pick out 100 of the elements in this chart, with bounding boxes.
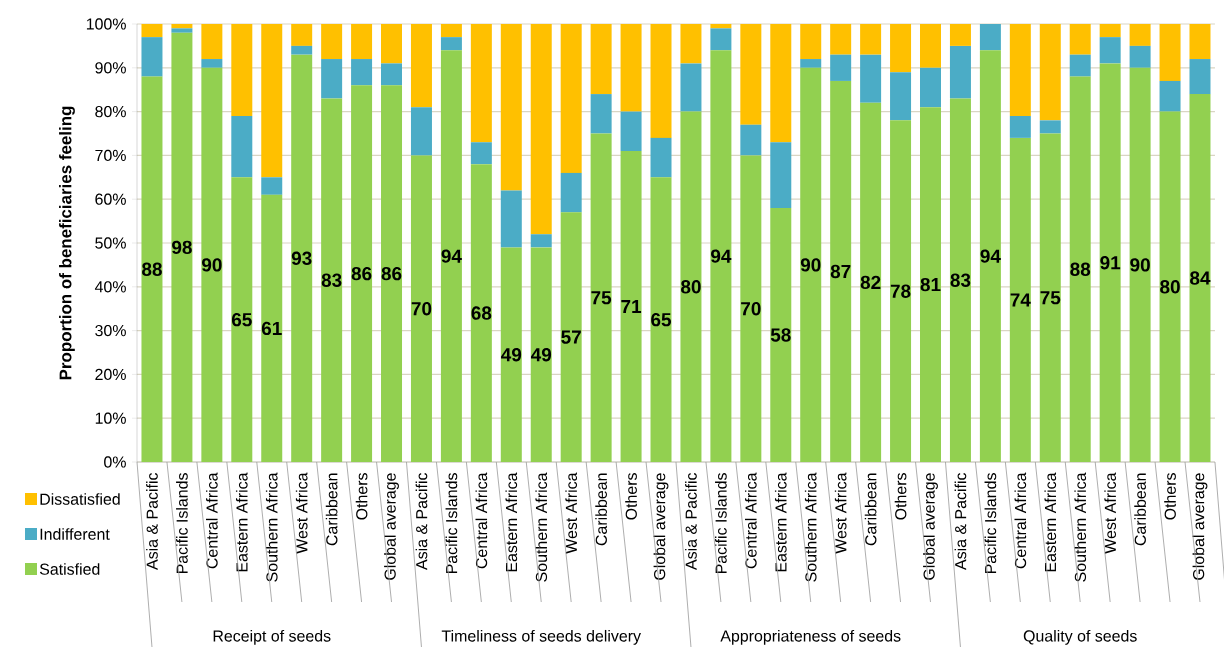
x-tick-label: West Africa (834, 472, 847, 554)
data-label: 75 (1040, 291, 1061, 305)
x-tick-label: Pacific Islands (445, 473, 458, 574)
bar (440, 24, 462, 38)
bar (321, 98, 343, 462)
bar (590, 94, 612, 134)
bar (1069, 24, 1091, 55)
bar (979, 50, 1001, 462)
bar (620, 24, 642, 112)
x-tick-label: Others (625, 473, 637, 520)
bar (500, 247, 522, 462)
bar (890, 24, 912, 73)
bar (949, 24, 971, 46)
bar (1129, 24, 1151, 46)
x-tick-label: Global average (384, 473, 399, 580)
y-tick-label: 80% (95, 105, 126, 118)
bar (321, 59, 343, 99)
bar (620, 111, 642, 152)
data-label: 87 (830, 264, 851, 279)
bar (321, 24, 343, 60)
bar (770, 142, 792, 208)
bar (920, 24, 941, 68)
bar (740, 155, 762, 462)
bar (860, 102, 882, 462)
bar (291, 24, 313, 46)
data-label: 84 (1190, 271, 1211, 285)
data-label: 91 (1100, 256, 1121, 270)
data-label: 86 (381, 266, 402, 281)
bar (1159, 80, 1181, 112)
bar (381, 24, 403, 64)
text: Receipt of seeds (213, 629, 331, 645)
bar (1009, 115, 1031, 138)
y-tick-label: 100% (86, 18, 126, 30)
bar (1039, 133, 1061, 462)
bar (500, 24, 522, 191)
bar (141, 76, 163, 462)
x-tick-label: Pacific Islands (715, 473, 727, 574)
data-label: 75 (591, 291, 612, 305)
bar (710, 24, 732, 29)
data-label: 80 (681, 280, 701, 294)
bar (171, 32, 193, 462)
bar (710, 50, 732, 462)
bar (560, 24, 582, 173)
bar (920, 67, 941, 108)
bar (530, 24, 552, 235)
bar (1039, 120, 1061, 134)
bar (949, 45, 971, 99)
bar (530, 247, 552, 462)
bar (500, 190, 522, 248)
data-label: 90 (201, 258, 222, 272)
bar (1129, 67, 1151, 462)
y-axis-title: Proportion of beneficiaries feeling (59, 106, 75, 380)
bar (530, 234, 552, 248)
x-tick-label: Central Africa (1014, 472, 1027, 569)
bar (830, 24, 852, 55)
bar (1099, 37, 1121, 64)
bar (1159, 24, 1181, 81)
bar (171, 28, 193, 33)
bar (860, 24, 882, 55)
data-label: 57 (561, 330, 581, 344)
bar (291, 54, 313, 462)
bar (351, 85, 373, 462)
bar (800, 24, 822, 60)
x-tick-label: Asia & Pacific (146, 472, 158, 570)
data-label: 68 (471, 306, 492, 320)
y-tick-label: 40% (94, 281, 126, 293)
y-tick-label: 20% (95, 368, 126, 381)
x-tick-label: Others (1164, 473, 1176, 520)
bar (979, 24, 1001, 51)
x-tick-label: West Africa (1104, 472, 1117, 554)
bar (261, 24, 283, 178)
data-label: 90 (800, 258, 821, 272)
data-label: 93 (291, 251, 312, 266)
x-tick-label: Others (894, 473, 907, 520)
bar (410, 155, 432, 462)
bar (740, 24, 762, 125)
bar (1069, 54, 1091, 77)
bar (650, 177, 672, 462)
data-label: 81 (920, 277, 941, 292)
bar (1099, 63, 1121, 462)
bar (440, 50, 462, 462)
y-tick-label: 60% (95, 193, 126, 205)
x-tick-label: Central Africa (744, 472, 757, 569)
bar (890, 72, 912, 121)
x-tick-label: Eastern Africa (235, 472, 248, 572)
bar (1189, 59, 1211, 95)
x-tick-label: Caribbean (1134, 473, 1146, 546)
bar (351, 24, 373, 60)
data-label: 65 (231, 312, 252, 327)
bar (1099, 24, 1121, 38)
bar (560, 172, 582, 213)
legend-label: Satisfied (39, 563, 100, 575)
bar (470, 24, 492, 143)
bar (381, 63, 403, 86)
bar (680, 111, 702, 462)
x-tick-label: Pacific Islands (984, 473, 997, 574)
y-tick-label: 50% (95, 237, 126, 249)
data-label: 83 (950, 273, 971, 287)
bar (261, 194, 283, 462)
bar (231, 24, 253, 116)
